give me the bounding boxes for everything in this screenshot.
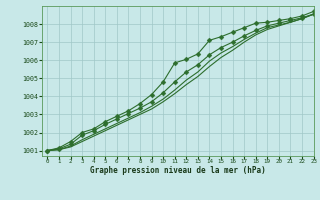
X-axis label: Graphe pression niveau de la mer (hPa): Graphe pression niveau de la mer (hPa)	[90, 166, 266, 175]
